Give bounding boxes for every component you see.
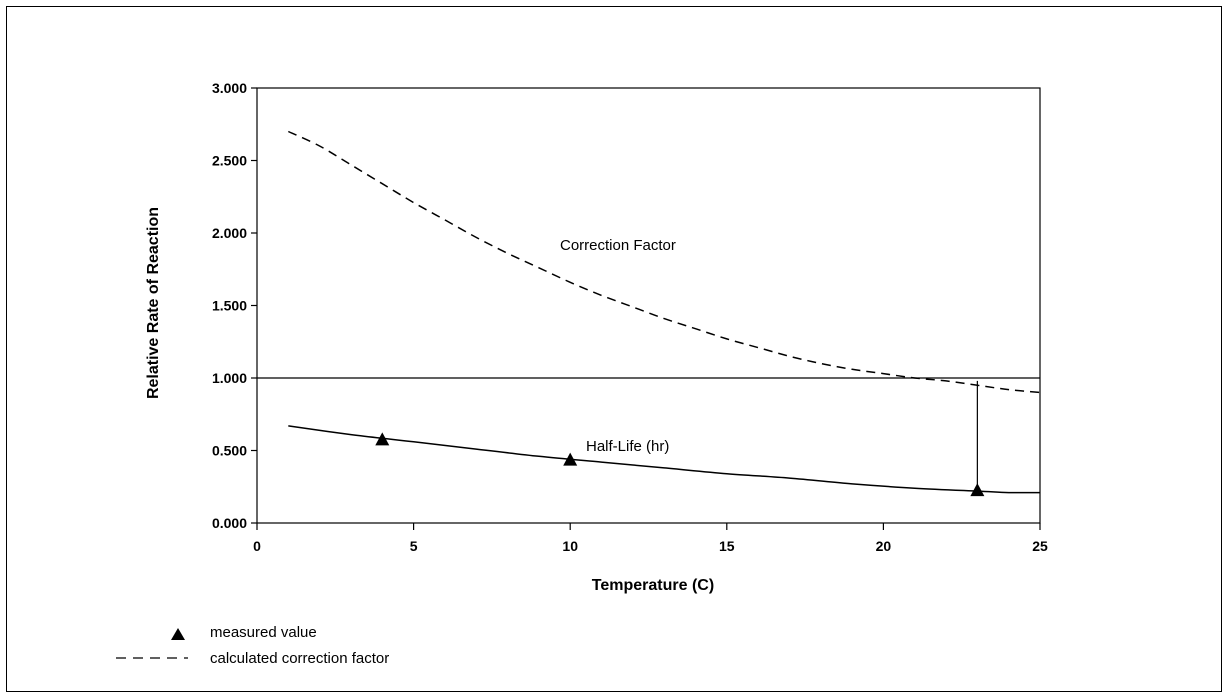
y-tick-label: 1.500 — [212, 298, 247, 314]
x-axis: 0 5 10 15 20 25 — [253, 523, 1048, 554]
legend: measured value calculated correction fac… — [116, 624, 389, 667]
x-tick-label: 5 — [410, 538, 418, 554]
measured-point-triangle — [970, 483, 985, 497]
y-axis: 0.000 0.500 1.000 1.500 2.000 2.500 3.000 — [212, 80, 257, 531]
y-tick-label: 3.000 — [212, 80, 247, 96]
legend-label-measured: measured value — [210, 624, 317, 641]
correction-factor-label: Correction Factor — [560, 237, 676, 254]
half-life-label: Half-Life (hr) — [586, 438, 669, 455]
y-tick-label: 2.000 — [212, 225, 247, 241]
measured-point-triangle — [563, 452, 578, 466]
x-tick-label: 25 — [1032, 538, 1048, 554]
y-tick-label: 0.000 — [212, 515, 247, 531]
x-tick-label: 20 — [876, 538, 892, 554]
series-layer — [257, 130, 1041, 497]
y-axis-title: Relative Rate of Reaction — [145, 207, 162, 399]
legend-triangle-icon — [171, 628, 185, 640]
half-life-solid-line — [288, 425, 1041, 494]
x-tick-label: 10 — [562, 538, 578, 554]
y-tick-label: 1.000 — [212, 370, 247, 386]
legend-label-correction: calculated correction factor — [210, 650, 389, 667]
y-tick-label: 0.500 — [212, 443, 247, 459]
plot-area — [256, 87, 1041, 524]
measured-point-triangle — [375, 432, 390, 446]
x-tick-label: 0 — [253, 538, 261, 554]
chart-frame — [6, 6, 1222, 692]
y-tick-label: 2.500 — [212, 153, 247, 169]
correction-factor-dashed-line — [287, 130, 1041, 394]
x-tick-label: 15 — [719, 538, 735, 554]
x-axis-title: Temperature (C) — [592, 577, 714, 594]
